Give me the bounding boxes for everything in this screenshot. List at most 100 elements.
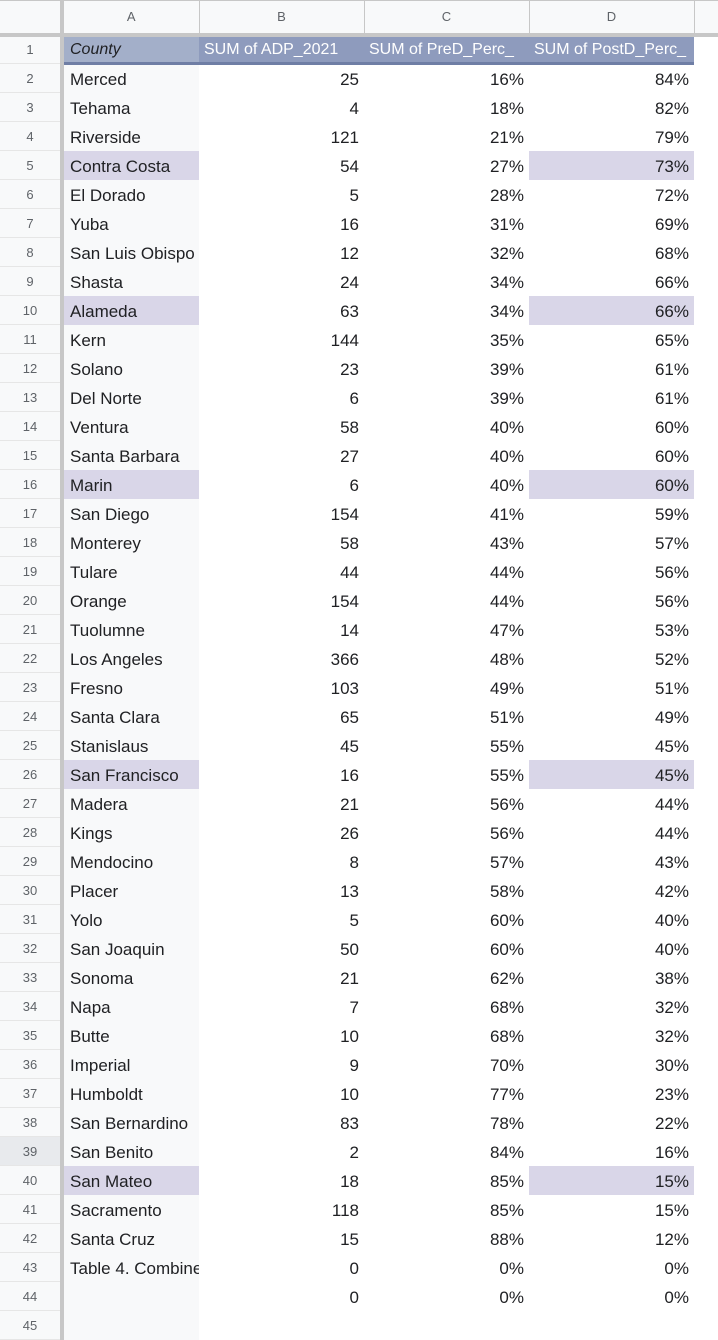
empty-cell[interactable] <box>694 411 718 441</box>
pred-cell[interactable]: 78% <box>489 1113 524 1133</box>
adp-cell[interactable]: 103 <box>330 678 359 698</box>
postd-cell[interactable]: 49% <box>654 707 689 727</box>
pred-cell[interactable]: 55% <box>489 736 524 756</box>
county-cell[interactable]: San Benito <box>62 1136 199 1166</box>
adp-cell[interactable]: 5 <box>349 185 359 205</box>
postd-cell[interactable]: 60% <box>654 417 689 437</box>
empty-cell[interactable] <box>694 469 718 499</box>
adp-cell[interactable]: 16 <box>340 214 359 234</box>
postd-cell[interactable]: 0% <box>664 1258 689 1278</box>
postd-cell[interactable]: 60% <box>529 469 694 499</box>
county-cell[interactable]: Tuolumne <box>62 614 199 644</box>
adp-cell[interactable]: 6 <box>349 388 359 408</box>
adp-cell[interactable]: 45 <box>340 736 359 756</box>
pred-cell[interactable]: 47% <box>489 620 524 640</box>
pred-cell[interactable]: 41% <box>489 504 524 524</box>
county-cell[interactable]: Imperial <box>62 1049 199 1079</box>
adp-cell[interactable]: 6 <box>349 475 359 495</box>
adp-cell[interactable]: 18 <box>340 1171 359 1191</box>
adp-cell[interactable]: 25 <box>340 69 359 89</box>
county-cell[interactable]: Shasta <box>62 266 199 296</box>
pred-cell[interactable]: 85% <box>489 1171 524 1191</box>
postd-cell[interactable]: 59% <box>654 504 689 524</box>
county-cell[interactable]: San Francisco <box>62 759 199 789</box>
county-cell[interactable]: Santa Cruz <box>62 1223 199 1253</box>
row-number[interactable]: 12 <box>0 353 64 383</box>
adp-cell[interactable]: 0 <box>349 1258 359 1278</box>
pred-cell[interactable]: 0% <box>499 1258 524 1278</box>
pred-cell[interactable]: 58% <box>489 881 524 901</box>
pred-cell[interactable]: 88% <box>489 1229 524 1249</box>
empty-cell[interactable] <box>694 1049 718 1079</box>
pred-cell[interactable]: 49% <box>489 678 524 698</box>
county-cell[interactable]: Santa Clara <box>62 701 199 731</box>
county-cell[interactable]: Ventura <box>62 411 199 441</box>
pred-cell[interactable]: 34% <box>489 272 524 292</box>
pred-cell[interactable]: 56% <box>489 794 524 814</box>
row-number[interactable]: 11 <box>0 324 64 354</box>
row-number[interactable]: 27 <box>0 788 64 818</box>
pred-cell[interactable]: 44% <box>489 562 524 582</box>
pred-cell[interactable]: 44% <box>489 591 524 611</box>
row-number[interactable]: 14 <box>0 411 64 441</box>
row-number[interactable]: 7 <box>0 208 64 238</box>
postd-cell[interactable]: 53% <box>654 620 689 640</box>
select-all-corner[interactable] <box>0 0 64 37</box>
pred-cell[interactable]: 35% <box>489 330 524 350</box>
adp-cell[interactable]: 15 <box>340 1229 359 1249</box>
county-cell[interactable]: Orange <box>62 585 199 615</box>
postd-cell[interactable]: 57% <box>654 533 689 553</box>
row-number[interactable]: 26 <box>0 759 64 789</box>
empty-cell[interactable] <box>694 643 718 673</box>
postd-cell[interactable]: 65% <box>654 330 689 350</box>
county-cell[interactable]: San Mateo <box>62 1165 199 1195</box>
empty-cell[interactable] <box>694 1310 718 1340</box>
column-header-d[interactable]: D <box>529 0 695 37</box>
empty-cell[interactable] <box>694 1020 718 1050</box>
adp-cell[interactable]: 27 <box>340 446 359 466</box>
postd-cell[interactable]: 79% <box>654 127 689 147</box>
adp-cell[interactable]: 5 <box>349 910 359 930</box>
adp-cell[interactable]: 54 <box>340 156 359 176</box>
pred-cell[interactable]: 55% <box>489 765 524 785</box>
postd-cell[interactable]: 40% <box>654 939 689 959</box>
adp-cell[interactable]: 83 <box>340 1113 359 1133</box>
empty-cell[interactable] <box>694 1281 718 1311</box>
pred-cell[interactable]: 27% <box>489 156 524 176</box>
pivot-header-postd[interactable]: SUM of PostD_Perc_ <box>529 34 694 65</box>
postd-cell[interactable]: 22% <box>654 1113 689 1133</box>
county-cell[interactable]: Los Angeles <box>62 643 199 673</box>
empty-cell[interactable] <box>694 730 718 760</box>
empty-cell[interactable] <box>694 991 718 1021</box>
adp-cell[interactable]: 7 <box>349 997 359 1017</box>
empty-cell[interactable] <box>694 208 718 238</box>
county-cell[interactable]: Del Norte <box>62 382 199 412</box>
county-cell[interactable]: Butte <box>62 1020 199 1050</box>
empty-cell[interactable] <box>694 817 718 847</box>
row-number[interactable]: 44 <box>0 1281 64 1311</box>
adp-cell[interactable]: 26 <box>340 823 359 843</box>
postd-cell[interactable]: 72% <box>654 185 689 205</box>
adp-cell[interactable]: 10 <box>340 1084 359 1104</box>
county-cell[interactable]: Monterey <box>62 527 199 557</box>
row-number[interactable]: 24 <box>0 701 64 731</box>
postd-cell[interactable]: 0% <box>664 1287 689 1307</box>
adp-cell[interactable]: 21 <box>340 968 359 988</box>
county-cell[interactable]: Sonoma <box>62 962 199 992</box>
row-number[interactable]: 17 <box>0 498 64 528</box>
pred-cell[interactable]: 57% <box>489 852 524 872</box>
pred-cell[interactable]: 31% <box>489 214 524 234</box>
row-number[interactable]: 41 <box>0 1194 64 1224</box>
empty-cell[interactable] <box>694 92 718 122</box>
pred-cell[interactable]: 40% <box>489 417 524 437</box>
pivot-header-pred[interactable]: SUM of PreD_Perc_ <box>364 34 529 65</box>
postd-cell[interactable]: 40% <box>654 910 689 930</box>
county-cell[interactable]: Fresno <box>62 672 199 702</box>
postd-cell[interactable]: 30% <box>654 1055 689 1075</box>
empty-cell[interactable] <box>694 788 718 818</box>
adp-cell[interactable]: 121 <box>330 127 359 147</box>
pred-cell[interactable]: 34% <box>489 301 524 321</box>
county-cell[interactable]: Mendocino <box>62 846 199 876</box>
row-number[interactable]: 16 <box>0 469 64 499</box>
postd-cell[interactable]: 66% <box>529 295 694 325</box>
